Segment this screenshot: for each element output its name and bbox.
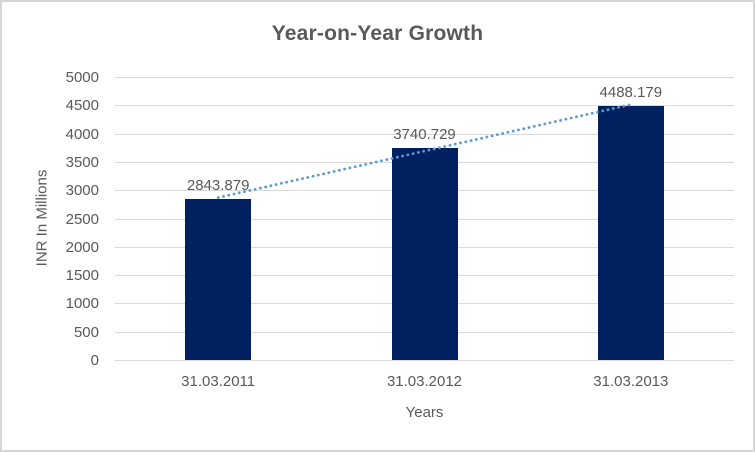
trendline (216, 103, 633, 200)
gridline (115, 105, 734, 107)
x-tick-label: 31.03.2011 (181, 373, 256, 390)
y-tick-label: 4500 (65, 97, 99, 115)
bar-value-label: 3740.729 (393, 126, 456, 144)
bar-value-label: 2843.879 (186, 177, 250, 195)
y-tick-label: 4000 (65, 125, 99, 143)
y-tick-label: 5000 (65, 69, 99, 86)
gridline (115, 77, 734, 78)
x-tick-label: 31.03.2013 (593, 373, 669, 390)
x-tick-label: 31.03.2012 (386, 373, 463, 390)
bar-value-label: 4488.179 (599, 83, 663, 101)
chart-title: Year-on-Year Growth (271, 22, 484, 45)
bar (597, 105, 664, 360)
y-tick-label: 2500 (65, 210, 99, 228)
y-tick-label: 1000 (65, 295, 99, 313)
plot-area: 2843.879 3740.729 4488.179 (115, 77, 734, 361)
y-tick-label: 1500 (65, 267, 99, 285)
bar (391, 148, 458, 360)
gridline (115, 133, 734, 135)
bar (185, 199, 252, 360)
y-tick-label: 0 (90, 352, 99, 369)
y-axis-tick-labels: 0 500 1000 1500 2000 2500 3000 3500 4000 4500 5000 (2, 2, 99, 450)
y-tick-label: 500 (73, 323, 99, 341)
y-tick-label: 2000 (65, 238, 99, 256)
x-axis-title: Years (405, 404, 444, 421)
y-tick-label: 3500 (65, 153, 99, 171)
y-tick-label: 3000 (65, 182, 99, 200)
